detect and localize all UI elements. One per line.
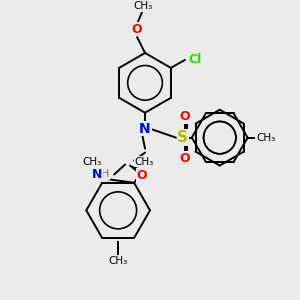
Text: O: O	[132, 22, 142, 35]
Text: O: O	[180, 110, 190, 123]
Text: Cl: Cl	[188, 53, 201, 66]
Text: S: S	[177, 130, 188, 145]
Text: O: O	[137, 169, 147, 182]
Text: N: N	[92, 168, 102, 181]
Text: CH₃: CH₃	[256, 133, 275, 142]
Text: CH₃: CH₃	[109, 256, 128, 266]
Text: CH₃: CH₃	[82, 157, 102, 167]
Text: CH₃: CH₃	[134, 157, 154, 167]
Text: CH₃: CH₃	[134, 1, 153, 11]
Text: H: H	[101, 169, 110, 179]
Text: O: O	[180, 152, 190, 165]
Text: N: N	[139, 122, 151, 136]
